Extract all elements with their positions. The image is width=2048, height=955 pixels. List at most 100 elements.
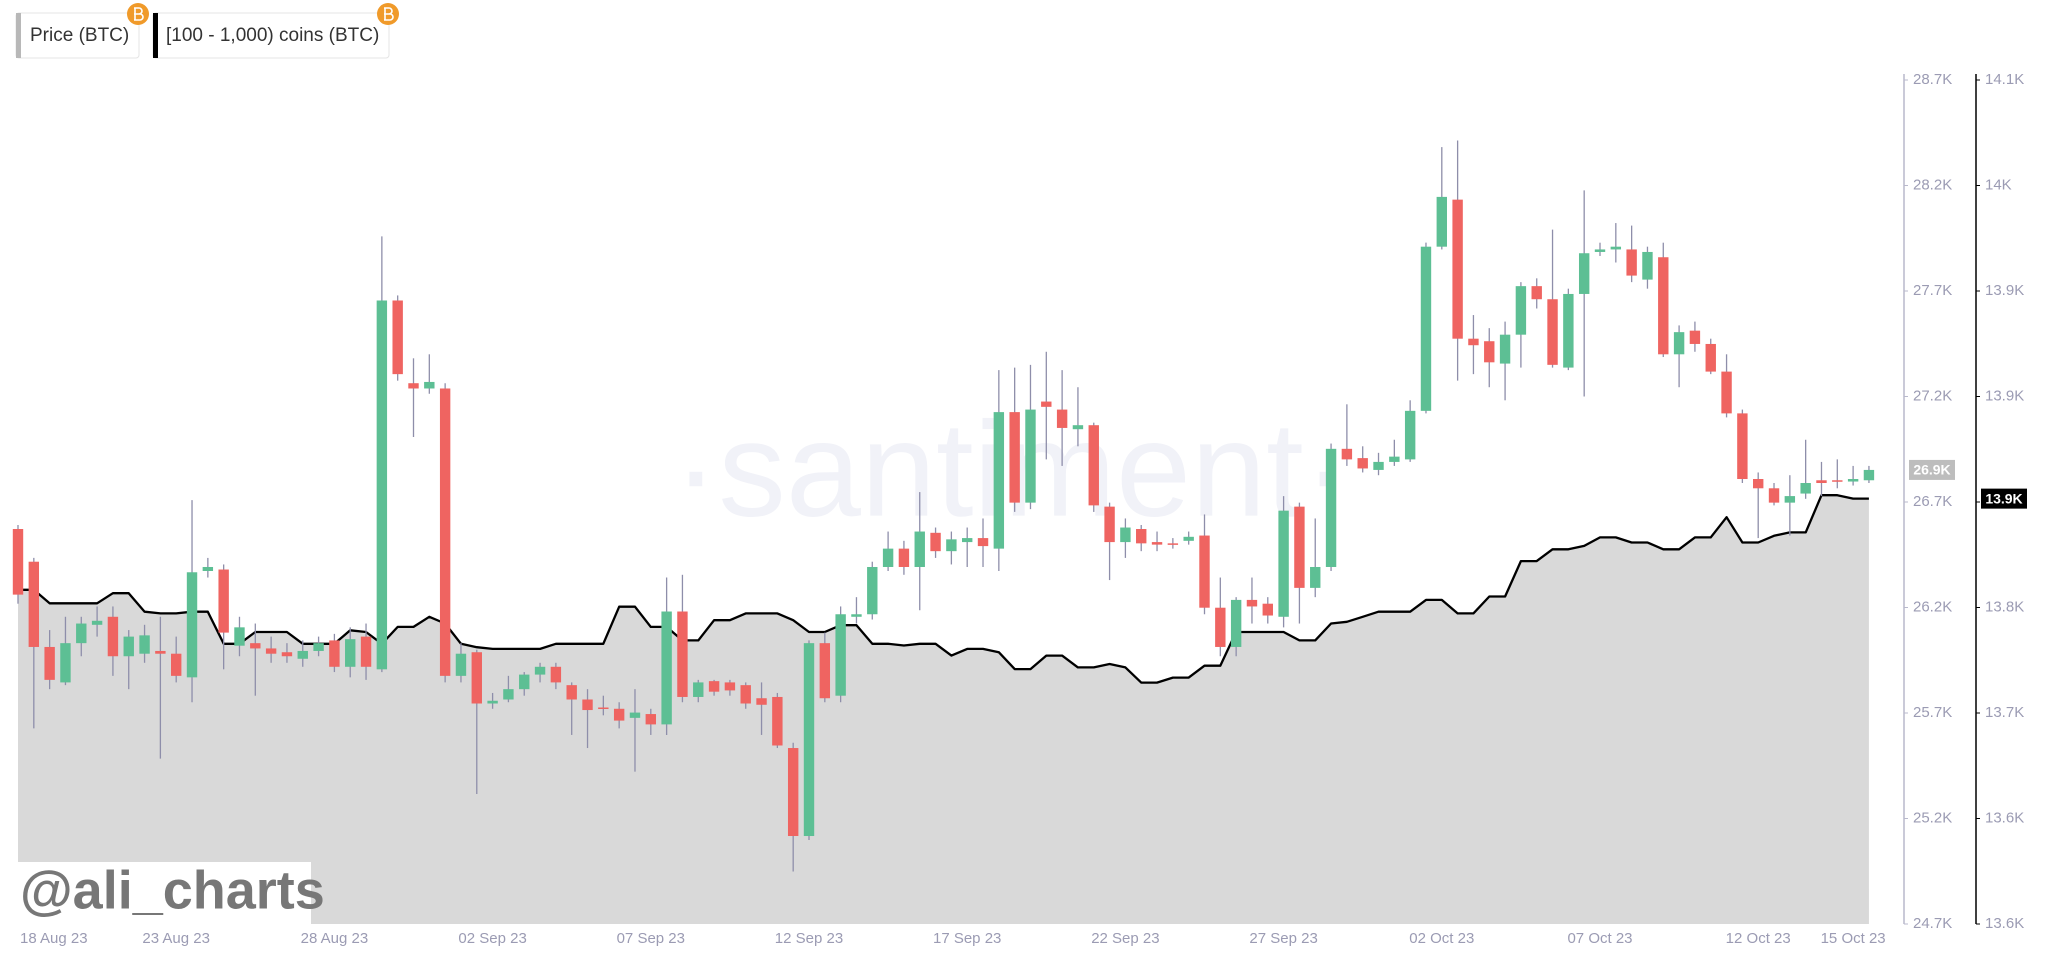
candle-body [408, 383, 419, 389]
candle-body [360, 636, 372, 667]
candle-body [677, 611, 688, 697]
last-value-label: 26.9K [1913, 462, 1950, 478]
candle-body [1768, 488, 1780, 503]
candle-body [12, 529, 24, 595]
candle-body [993, 412, 1005, 549]
candle-body [1468, 338, 1479, 346]
y-tick-label: 25.7K [1913, 704, 1952, 721]
candle-body [345, 639, 356, 667]
x-tick-label: 02 Sep 23 [458, 930, 526, 947]
candle-body [519, 674, 530, 690]
candle-body [629, 712, 641, 718]
candle-body [550, 666, 562, 683]
candle-body [1357, 458, 1368, 469]
candle-body [1151, 542, 1163, 545]
candle-body [1721, 371, 1732, 414]
y2-tick-label: 13.6K [1985, 809, 2024, 826]
candle-body [645, 714, 656, 725]
candle-body [1452, 199, 1463, 339]
candle-body [281, 652, 293, 657]
candle-body [218, 569, 229, 633]
candle-body [1025, 409, 1036, 503]
candle-body [1436, 196, 1447, 247]
candle-body [851, 614, 862, 617]
candle-body [1230, 599, 1242, 647]
candle-body [693, 682, 704, 697]
candle-body [1215, 607, 1226, 647]
candle-body [1531, 286, 1542, 300]
y2-tick-label: 13.9K [1985, 282, 2024, 299]
candle-body [91, 620, 103, 625]
candle-body [234, 627, 245, 646]
candle-body [202, 566, 214, 571]
last-value-tag [1981, 488, 2027, 509]
candle-body [1310, 566, 1321, 588]
y2-tick-label: 14K [1985, 176, 2012, 193]
candle-body [1816, 480, 1827, 484]
candle-body [1373, 461, 1384, 470]
candle-body [1658, 257, 1669, 355]
x-tick-label: 07 Sep 23 [617, 930, 685, 947]
candle-body [1515, 286, 1527, 335]
candle-body [1009, 412, 1020, 503]
candle-body [392, 300, 403, 375]
candle-body [329, 640, 340, 667]
candle-body [772, 696, 783, 746]
bitcoin-glyph [384, 7, 394, 21]
candle-body [1705, 343, 1716, 372]
candle-body [250, 643, 261, 649]
legend-swatch [153, 13, 158, 58]
candle-body [455, 653, 467, 676]
candle-body [1673, 332, 1685, 355]
area-fill [18, 495, 1869, 924]
candle-body [1246, 599, 1258, 607]
candle-body [1278, 510, 1289, 617]
legend-label: Price (BTC) [30, 25, 129, 46]
candle-body [1689, 330, 1701, 344]
credit-box [16, 862, 311, 924]
candle-body [1484, 341, 1495, 363]
y-tick-label: 26.2K [1913, 598, 1952, 615]
x-tick-label: 22 Sep 23 [1091, 930, 1159, 947]
candle-body [487, 700, 498, 704]
y-tick-label: 27.7K [1913, 282, 1952, 299]
y2-tick-label: 13.6K [1985, 915, 2024, 932]
candle-body [1088, 425, 1099, 506]
y2-tick-label: 13.8K [1985, 598, 2024, 615]
candle-body [28, 561, 40, 647]
candle-body [835, 614, 846, 696]
candle-body [1325, 448, 1337, 567]
candle-body [1832, 480, 1843, 482]
candle-body [867, 566, 878, 615]
candle-body [1041, 401, 1052, 407]
candle-body [123, 636, 134, 657]
x-tick-label: 28 Aug 23 [301, 930, 369, 947]
candle-body [1104, 506, 1115, 543]
candle-body [155, 650, 166, 654]
candle-body [962, 538, 973, 543]
candle-body [1547, 299, 1558, 365]
candle-body [376, 300, 388, 670]
y2-tick-label: 14.1K [1985, 71, 2024, 88]
candle-body [1120, 527, 1131, 543]
candle-body [787, 748, 799, 837]
candle-body [598, 707, 609, 710]
candle-body [107, 616, 119, 657]
candle-body [1499, 334, 1511, 364]
candle-body [930, 532, 941, 552]
candle-body [819, 643, 831, 699]
credit: @ali_charts [20, 860, 325, 920]
candle-body [1136, 529, 1147, 544]
last-value-tag [1909, 459, 1955, 480]
candle-body [1753, 479, 1764, 489]
candle-body [1404, 410, 1416, 460]
candle-body [1784, 496, 1796, 503]
candle-body [1167, 543, 1179, 545]
x-tick-label: 27 Sep 23 [1249, 930, 1317, 947]
candle-body [44, 646, 55, 680]
candle-body [1626, 249, 1637, 276]
candle-body [1863, 469, 1875, 481]
bitcoin-glyph [134, 7, 144, 21]
legend-swatch [16, 13, 21, 58]
candle-body [76, 623, 87, 644]
